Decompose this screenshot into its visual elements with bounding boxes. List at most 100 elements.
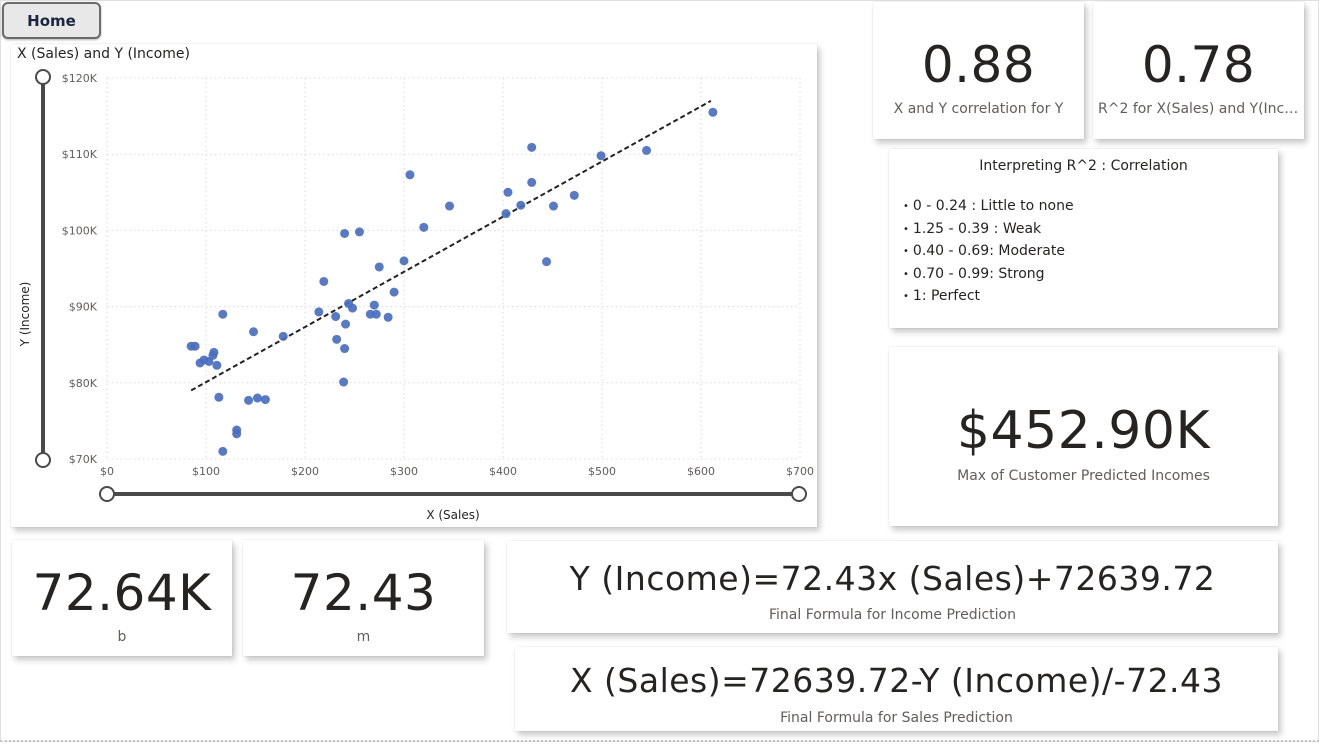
scatter-chart: $0 $100 $200 $300 $400 $500 $600 $700 $70K $80K $9… [18, 69, 814, 522]
income-formula-value: Y (Income)=72.43x (Sales)+72639.72 [569, 559, 1216, 598]
scatter-point [331, 312, 341, 322]
y-zoom-slider-handle[interactable] [35, 452, 51, 468]
y-zoom-slider-handle[interactable] [35, 69, 51, 85]
scatter-point [383, 312, 393, 322]
x-tick-label: $100 [192, 465, 220, 478]
scatter-point [218, 309, 228, 319]
max-predicted-income-card: $452.90K Max of Customer Predicted Incom… [889, 347, 1278, 526]
chart-gridlines [106, 77, 801, 460]
slope-m-card: 72.43 m [243, 540, 484, 656]
interpretation-list: 0 - 0.24 : Little to none 1.25 - 0.39 : … [903, 196, 1074, 309]
income-formula-card: Y (Income)=72.43x (Sales)+72639.72 Final… [507, 541, 1278, 633]
y-tick-label: $110K [62, 148, 98, 161]
correlation-card: 0.88 X and Y correlation for Y [873, 2, 1084, 139]
scatter-chart-card: X (Sales) and Y (Income) $0 $100 $200 $300 $… [11, 44, 817, 527]
intercept-b-value: 72.64K [32, 564, 212, 622]
correlation-label: X and Y correlation for Y [893, 101, 1064, 117]
chart-zoom-sliders [35, 69, 807, 502]
interpretation-item: 0 - 0.24 : Little to none [903, 196, 1074, 219]
sales-formula-value: X (Sales)=72639.72-Y (Income)/-72.43 [569, 661, 1224, 700]
y-tick-label: $120K [62, 72, 98, 85]
x-tick-label: $600 [687, 465, 715, 478]
y-tick-label: $70K [69, 453, 98, 466]
x-tick-label: $300 [390, 465, 418, 478]
scatter-point [501, 209, 511, 219]
intercept-b-label: b [117, 629, 127, 645]
scatter-point [209, 347, 219, 357]
r-squared-card: 0.78 R^2 for X(Sales) and Y(Income) [1093, 2, 1304, 139]
scatter-point [232, 425, 242, 435]
scatter-point [341, 319, 351, 329]
scatter-point [214, 392, 224, 402]
scatter-point [419, 222, 429, 232]
scatter-point [339, 377, 349, 387]
scatter-point [340, 228, 350, 238]
y-axis-label: Y (Income) [18, 282, 32, 348]
y-tick-label: $80K [69, 377, 98, 390]
interpretation-title: Interpreting R^2 : Correlation [979, 158, 1188, 174]
r-squared-label: R^2 for X(Sales) and Y(Income) [1098, 101, 1304, 117]
scatter-point [389, 287, 399, 297]
x-tick-label: $200 [291, 465, 319, 478]
x-tick-label: $0 [100, 465, 114, 478]
max-predicted-income-value: $452.90K [956, 401, 1211, 461]
interpretation-item: 1: Perfect [903, 286, 1074, 309]
scatter-point [354, 227, 364, 237]
scatter-point [708, 107, 718, 117]
scatter-point [190, 341, 200, 351]
x-tick-label: $700 [786, 465, 814, 478]
scatter-point [596, 151, 606, 161]
scatter-point [319, 276, 329, 286]
slope-m-label: m [356, 629, 371, 645]
chart-trendline [190, 99, 712, 392]
x-zoom-slider-handle[interactable] [791, 486, 807, 502]
interpretation-card: Interpreting R^2 : Correlation 0 - 0.24 … [889, 149, 1278, 328]
scatter-point [374, 262, 384, 272]
interpretation-item: 1.25 - 0.39 : Weak [903, 219, 1074, 242]
scatter-point [503, 187, 513, 197]
sales-formula-card: X (Sales)=72639.72-Y (Income)/-72.43 Fin… [515, 647, 1278, 731]
interpretation-item: 0.70 - 0.99: Strong [903, 264, 1074, 287]
scatter-point [445, 201, 455, 211]
scatter-point [348, 303, 358, 313]
chart-tick-labels: $0 $100 $200 $300 $400 $500 $600 $700 $70K $80K $9… [62, 72, 814, 478]
scatter-point [642, 145, 652, 155]
scatter-point [278, 331, 288, 341]
scatter-point [516, 200, 526, 210]
x-tick-label: $400 [489, 465, 517, 478]
r-squared-value: 0.78 [1141, 36, 1256, 94]
correlation-value: 0.88 [921, 36, 1036, 94]
scatter-point [527, 177, 537, 187]
page-bottom-border [0, 740, 1319, 742]
slope-m-value: 72.43 [290, 564, 437, 622]
scatter-point [332, 334, 342, 344]
scatter-point [340, 344, 350, 354]
scatter-point [369, 300, 379, 310]
scatter-point [399, 256, 409, 266]
home-button[interactable]: Home [2, 2, 101, 39]
x-zoom-slider-handle[interactable] [99, 486, 115, 502]
x-axis-label: X (Sales) [426, 508, 479, 522]
max-predicted-income-label: Max of Customer Predicted Incomes [957, 468, 1210, 484]
scatter-point [527, 142, 537, 152]
scatter-point [314, 307, 324, 317]
scatter-point [252, 393, 262, 403]
trendline [190, 99, 712, 392]
scatter-point [244, 395, 254, 405]
scatter-point [542, 257, 552, 267]
sales-formula-label: Final Formula for Sales Prediction [780, 710, 1013, 726]
scatter-point [218, 446, 228, 456]
x-tick-label: $500 [588, 465, 616, 478]
interpretation-item: 0.40 - 0.69: Moderate [903, 241, 1074, 264]
intercept-b-card: 72.64K b [12, 540, 232, 656]
chart-title: X (Sales) and Y (Income) [17, 46, 190, 62]
y-tick-label: $90K [69, 301, 98, 314]
chart-points [186, 107, 718, 456]
y-tick-label: $100K [62, 224, 98, 237]
scatter-point [548, 201, 558, 211]
scatter-point [249, 327, 259, 337]
scatter-point [212, 360, 222, 370]
scatter-point [569, 190, 579, 200]
income-formula-label: Final Formula for Income Prediction [769, 607, 1016, 623]
scatter-point [405, 170, 415, 180]
